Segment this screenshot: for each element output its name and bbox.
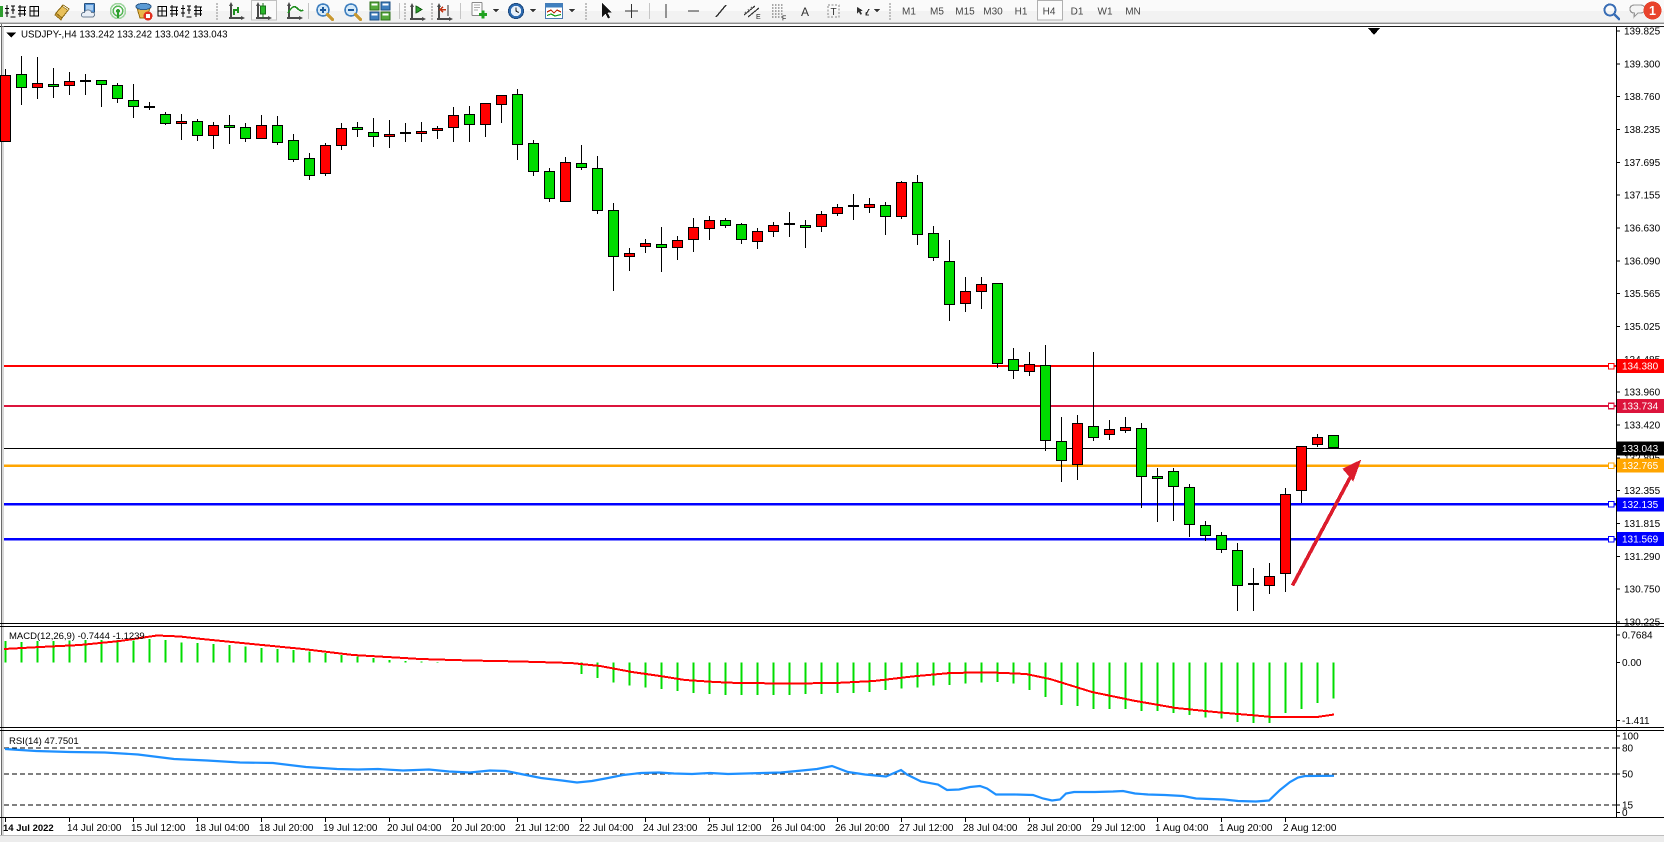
svg-text:M5: M5 — [930, 7, 944, 18]
svg-text:D1: D1 — [1071, 7, 1084, 18]
svg-text:131.815: 131.815 — [1624, 519, 1661, 530]
svg-text:-1.411: -1.411 — [1622, 716, 1650, 727]
svg-text:100: 100 — [1622, 732, 1639, 743]
svg-text:138.235: 138.235 — [1624, 125, 1661, 136]
svg-text:137.695: 137.695 — [1624, 158, 1661, 169]
svg-text:25 Jul 12:00: 25 Jul 12:00 — [707, 823, 762, 834]
svg-text:14 Jul 2022: 14 Jul 2022 — [3, 823, 54, 834]
svg-text:15: 15 — [1622, 800, 1634, 811]
svg-text:26 Jul 04:00: 26 Jul 04:00 — [771, 823, 826, 834]
svg-text:132.355: 132.355 — [1624, 486, 1661, 497]
svg-text:0: 0 — [1622, 808, 1628, 819]
svg-text:133.043: 133.043 — [1622, 444, 1659, 455]
svg-text:50: 50 — [1622, 770, 1634, 781]
svg-text:18 Jul 20:00: 18 Jul 20:00 — [259, 823, 314, 834]
svg-text:1: 1 — [1649, 4, 1656, 18]
svg-text:18 Jul 04:00: 18 Jul 04:00 — [195, 823, 250, 834]
svg-text:28 Jul 04:00: 28 Jul 04:00 — [963, 823, 1018, 834]
svg-text:133.420: 133.420 — [1624, 420, 1661, 431]
svg-text:130.225: 130.225 — [1624, 617, 1661, 628]
svg-text:131.569: 131.569 — [1622, 535, 1659, 546]
svg-text:15 Jul 12:00: 15 Jul 12:00 — [131, 823, 186, 834]
svg-text:80: 80 — [1622, 744, 1634, 755]
svg-text:0.7684: 0.7684 — [1622, 631, 1653, 642]
svg-text:20 Jul 04:00: 20 Jul 04:00 — [387, 823, 442, 834]
svg-text:24 Jul 23:00: 24 Jul 23:00 — [643, 823, 698, 834]
svg-text:28 Jul 20:00: 28 Jul 20:00 — [1027, 823, 1082, 834]
svg-text:29 Jul 12:00: 29 Jul 12:00 — [1091, 823, 1146, 834]
svg-text:RSI(14) 47.7501: RSI(14) 47.7501 — [9, 736, 79, 747]
svg-text:H4: H4 — [1043, 7, 1056, 18]
svg-text:1 Aug 20:00: 1 Aug 20:00 — [1219, 823, 1273, 834]
svg-text:0.00: 0.00 — [1622, 658, 1642, 669]
svg-text:22 Jul 04:00: 22 Jul 04:00 — [579, 823, 634, 834]
svg-text:21 Jul 12:00: 21 Jul 12:00 — [515, 823, 570, 834]
svg-text:M30: M30 — [983, 7, 1003, 18]
svg-text:139.300: 139.300 — [1624, 59, 1661, 70]
svg-text:T: T — [831, 7, 837, 18]
svg-text:F: F — [782, 16, 786, 23]
svg-text:134.380: 134.380 — [1622, 362, 1659, 373]
svg-text:20 Jul 20:00: 20 Jul 20:00 — [451, 823, 506, 834]
svg-text:27 Jul 12:00: 27 Jul 12:00 — [899, 823, 954, 834]
svg-text:H1: H1 — [1015, 7, 1028, 18]
svg-text:19 Jul 12:00: 19 Jul 12:00 — [323, 823, 378, 834]
svg-text:130.750: 130.750 — [1624, 585, 1661, 596]
svg-text:W1: W1 — [1098, 7, 1113, 18]
svg-text:138.760: 138.760 — [1624, 92, 1661, 103]
svg-text:135.565: 135.565 — [1624, 289, 1661, 300]
svg-text:139.825: 139.825 — [1624, 27, 1661, 38]
svg-text:132.765: 132.765 — [1622, 461, 1659, 472]
svg-text:136.090: 136.090 — [1624, 256, 1661, 267]
svg-text:133.734: 133.734 — [1622, 402, 1659, 413]
svg-text:135.025: 135.025 — [1624, 322, 1661, 333]
svg-text:14 Jul 20:00: 14 Jul 20:00 — [67, 823, 122, 834]
svg-text:MACD(12,26,9) -0.7444 -1.1239: MACD(12,26,9) -0.7444 -1.1239 — [9, 631, 145, 642]
svg-text:A: A — [801, 5, 809, 19]
svg-text:131.290: 131.290 — [1624, 552, 1661, 563]
svg-text:M15: M15 — [955, 7, 975, 18]
svg-text:136.630: 136.630 — [1624, 223, 1661, 234]
svg-text:M1: M1 — [902, 7, 916, 18]
svg-text:26 Jul 20:00: 26 Jul 20:00 — [835, 823, 890, 834]
svg-text:USDJPY-,H4 133.242 133.242 13: USDJPY-,H4 133.242 133.242 133.042 133.0… — [21, 30, 227, 41]
svg-text:132.135: 132.135 — [1622, 500, 1659, 511]
svg-text:2 Aug 12:00: 2 Aug 12:00 — [1283, 823, 1337, 834]
svg-text:MN: MN — [1125, 7, 1141, 18]
svg-text:133.960: 133.960 — [1624, 388, 1661, 399]
svg-text:1 Aug 04:00: 1 Aug 04:00 — [1155, 823, 1209, 834]
svg-text:137.155: 137.155 — [1624, 191, 1661, 202]
svg-text:E: E — [756, 14, 761, 21]
